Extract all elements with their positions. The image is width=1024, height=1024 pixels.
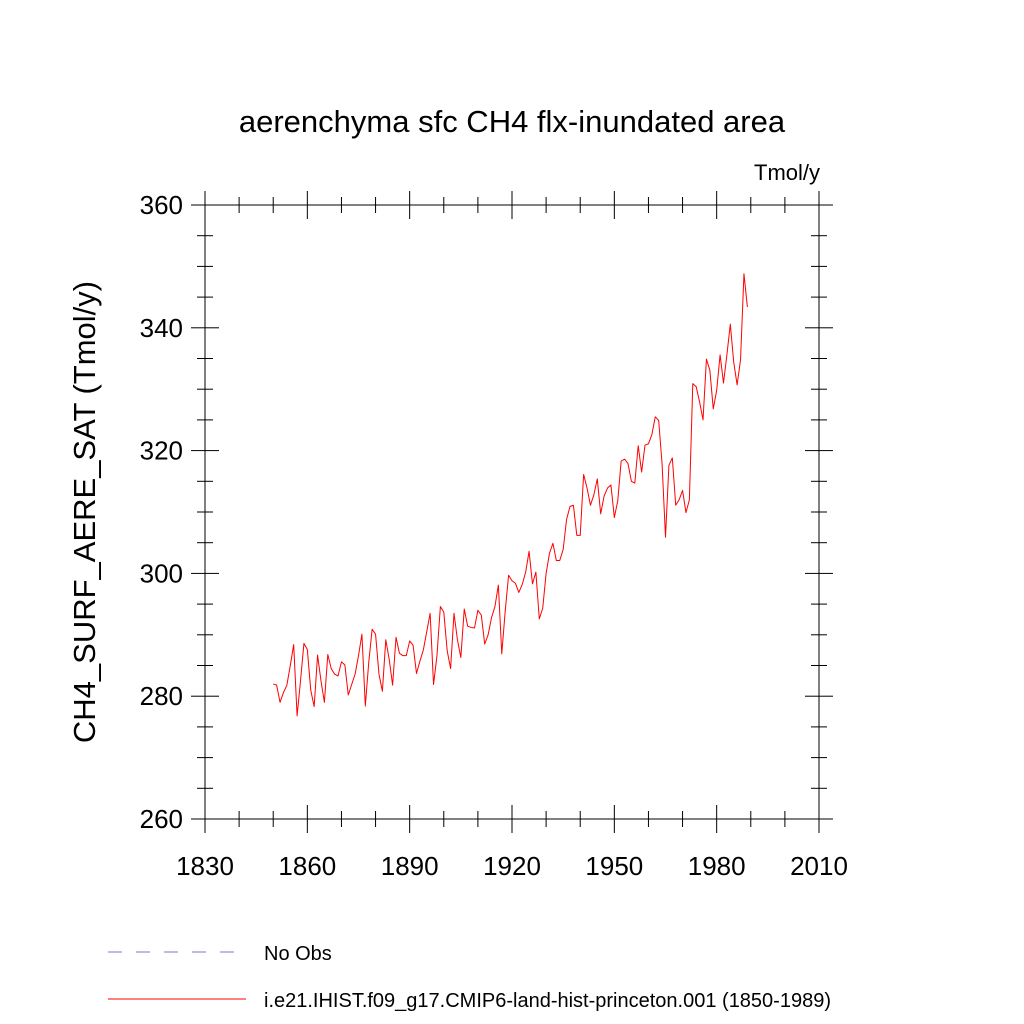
x-tick-label: 1860 xyxy=(278,851,336,881)
x-tick-label: 1950 xyxy=(585,851,643,881)
legend-label-0: No Obs xyxy=(264,943,332,965)
y-tick-label: 360 xyxy=(140,190,183,220)
x-tick-label: 1830 xyxy=(176,851,234,881)
y-tick-label: 260 xyxy=(140,804,183,834)
series-line-1 xyxy=(273,273,748,717)
y-tick-label: 280 xyxy=(140,681,183,711)
axis-ticks xyxy=(191,191,833,833)
series-layer xyxy=(273,273,748,717)
y-tick-label: 320 xyxy=(140,436,183,466)
chart-title: aerenchyma sfc CH4 flx-inundated area xyxy=(239,104,786,139)
x-tick-label: 2010 xyxy=(790,851,848,881)
x-tick-label: 1920 xyxy=(483,851,541,881)
x-tick-label: 1980 xyxy=(688,851,746,881)
y-tick-label: 300 xyxy=(140,558,183,588)
x-tick-label: 1890 xyxy=(381,851,439,881)
y-tick-label: 340 xyxy=(140,313,183,343)
y-axis-label: CH4_SURF_AERE_SAT (Tmol/y) xyxy=(67,281,102,743)
legend-label-1: i.e21.IHIST.f09_g17.CMIP6-land-hist-prin… xyxy=(264,990,831,1012)
plot-frame xyxy=(204,204,820,820)
units-label: Tmol/y xyxy=(754,160,820,185)
tick-labels: 1830 1860 1890 1920 1950 1980 2010 260 280 300 320… xyxy=(140,190,848,881)
legend: No Obs i.e21.IHIST.f09_g17.CMIP6-land-his… xyxy=(108,943,831,1012)
